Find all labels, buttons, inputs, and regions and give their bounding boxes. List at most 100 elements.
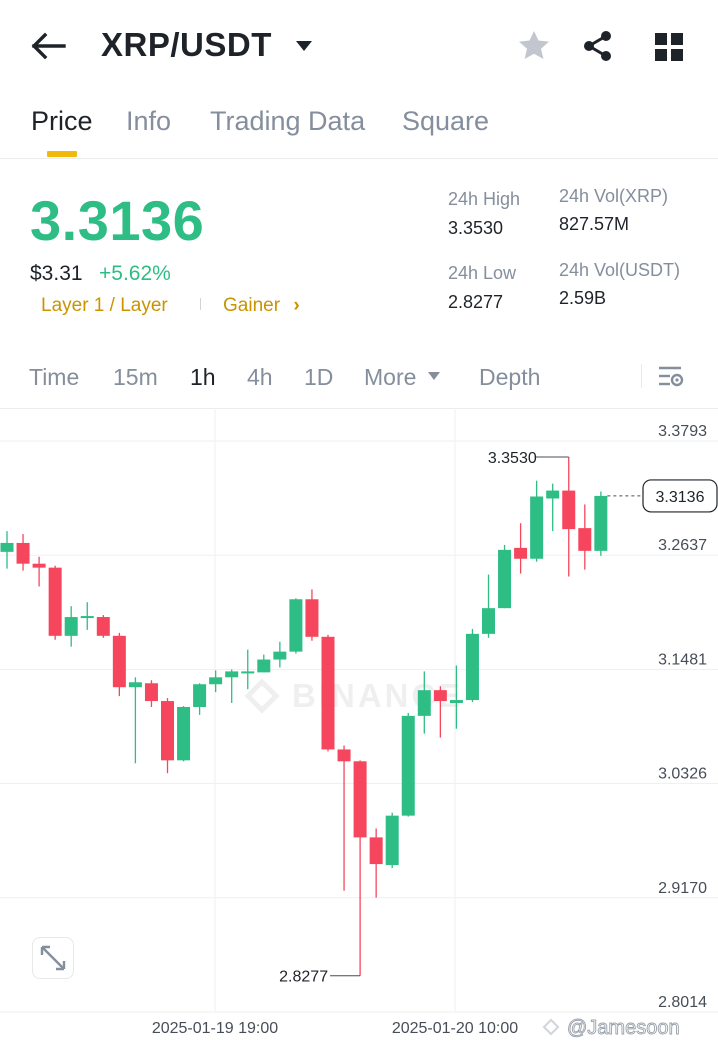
candle — [16, 534, 30, 571]
candle — [417, 671, 431, 734]
candle — [80, 602, 94, 630]
share-icon — [584, 31, 611, 61]
time-tick-label: 2025-01-20 10:00 — [392, 1020, 518, 1037]
time-tick-label: 2025-01-19 19:00 — [152, 1020, 278, 1037]
candle — [482, 574, 495, 638]
active-tab-indicator — [47, 151, 77, 157]
candle-body — [433, 690, 447, 702]
price-tick-label: 2.8014 — [658, 994, 707, 1011]
candle — [161, 698, 174, 774]
candle-body — [161, 701, 174, 761]
stat-high-label: 24h High — [448, 189, 521, 209]
watermark-text: BINANCE — [292, 677, 463, 714]
timeframe-time[interactable]: Time — [29, 364, 80, 390]
candle-body — [321, 636, 335, 750]
stat-low-value: 2.8277 — [448, 292, 504, 312]
back-button[interactable] — [30, 28, 70, 64]
timeframe-bar: Time 15m 1h 4h 1D More Depth — [0, 346, 718, 409]
candle — [209, 670, 223, 693]
fiat-price: $3.31 — [30, 262, 83, 285]
candle-body — [337, 749, 351, 762]
candle — [96, 615, 110, 638]
timeframe-more-label: More — [364, 364, 417, 390]
candle — [578, 504, 592, 570]
candle-body — [241, 671, 255, 674]
candle-body — [193, 684, 207, 707]
tab-price[interactable]: Price — [31, 106, 93, 136]
arrow-left-icon — [31, 32, 66, 60]
high-marker-label: 3.3530 — [488, 450, 537, 467]
candle-body — [225, 671, 239, 678]
timeframe-1h[interactable]: 1h — [190, 364, 216, 390]
share-button[interactable] — [580, 28, 616, 64]
last-price: 3.3136 — [30, 189, 205, 252]
more-menu-button[interactable] — [652, 30, 686, 64]
candle-body — [289, 599, 303, 652]
candle-body — [546, 490, 560, 499]
candle-body — [401, 715, 415, 816]
stat-vol-quote-value: 2.59B — [559, 288, 607, 308]
candle-body — [96, 617, 110, 636]
chart-watermark: BINANCE — [244, 677, 463, 714]
candle — [32, 556, 46, 587]
pair-title[interactable]: XRP/USDT — [101, 26, 272, 63]
caret-down-icon — [296, 41, 312, 51]
candle — [530, 480, 544, 562]
low-marker-label: 2.8277 — [279, 969, 328, 986]
timeframe-more[interactable]: More — [364, 364, 441, 391]
tab-trading-data[interactable]: Trading Data — [210, 106, 366, 136]
candle-body — [305, 599, 319, 637]
candle — [562, 456, 576, 577]
stat-high-value: 3.3530 — [448, 218, 504, 238]
candle-body — [32, 563, 46, 568]
tab-square[interactable]: Square — [402, 106, 490, 136]
stat-vol-base-value: 827.57M — [559, 214, 630, 234]
candle — [273, 641, 287, 668]
category-tag[interactable]: Layer 1 / Layer — [41, 295, 168, 316]
candle — [321, 634, 335, 752]
candle-body — [273, 651, 287, 660]
candle — [498, 544, 512, 609]
gainer-tag-label: Gainer — [223, 295, 281, 316]
price-tick-label: 3.0326 — [658, 766, 707, 783]
candle-body — [257, 659, 271, 673]
candle — [514, 523, 528, 574]
candle — [128, 677, 142, 764]
pair-selector-button[interactable] — [294, 38, 314, 54]
expand-icon — [40, 945, 66, 971]
timeframe-4h[interactable]: 4h — [247, 364, 273, 390]
price-tick-label: 2.9170 — [658, 880, 707, 897]
tab-info[interactable]: Info — [126, 106, 172, 136]
depth-tab[interactable]: Depth — [479, 364, 541, 390]
gainer-tag[interactable]: Gainer › — [223, 295, 300, 317]
chart-settings-icon — [659, 366, 684, 387]
candle-body — [417, 690, 431, 716]
last-price-badge-label: 3.3136 — [656, 489, 705, 506]
candle — [177, 705, 191, 762]
candle-body — [385, 815, 399, 866]
candle — [225, 669, 239, 704]
grid-icon — [655, 33, 683, 61]
chart-settings-button[interactable] — [656, 363, 686, 391]
chart-annotations: 3.3530 2.8277 3.3136 — [279, 450, 718, 986]
candle — [144, 680, 158, 707]
candlestick-chart[interactable]: BINANCE 3.3530 2.8277 3.3136 3.3793 3.2637 3… — [0, 408, 718, 1049]
candle — [465, 628, 479, 703]
timeframe-1d[interactable]: 1D — [304, 364, 334, 390]
candle-body — [562, 490, 576, 530]
last-price-badge — [642, 479, 718, 513]
top-bar: XRP/USDT — [0, 0, 718, 92]
price-tick-label: 3.3793 — [658, 423, 707, 440]
price-tick-label: 3.1481 — [658, 651, 707, 668]
candle — [594, 491, 608, 556]
favorite-button[interactable] — [516, 28, 552, 64]
candle — [64, 606, 78, 647]
candle — [369, 828, 383, 898]
watermark-handle: @Jamesoon — [567, 1017, 680, 1039]
candle-body — [64, 617, 78, 636]
candle — [257, 654, 271, 673]
fullscreen-button[interactable] — [32, 937, 74, 979]
timeframe-15m[interactable]: 15m — [113, 364, 158, 390]
candle — [193, 683, 207, 715]
candle — [112, 632, 126, 697]
